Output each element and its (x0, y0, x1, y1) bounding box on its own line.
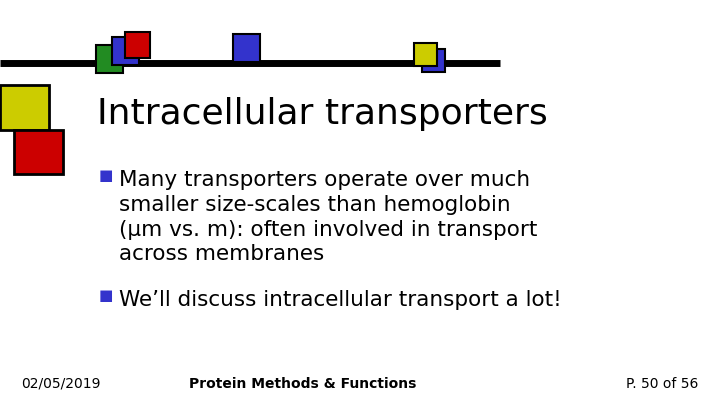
Text: ■: ■ (99, 168, 113, 183)
Bar (14, 130, 63, 174)
Bar (414, 43, 437, 66)
Text: 02/05/2019: 02/05/2019 (22, 377, 101, 391)
Bar (422, 49, 445, 72)
Bar (125, 32, 150, 58)
Text: We’ll discuss intracellular transport a lot!: We’ll discuss intracellular transport a … (119, 290, 562, 309)
Text: ■: ■ (99, 288, 113, 303)
Text: Intracellular transporters: Intracellular transporters (97, 97, 548, 131)
Bar (112, 37, 139, 65)
Bar (0, 85, 49, 130)
Text: Protein Methods & Functions: Protein Methods & Functions (189, 377, 416, 391)
Bar (96, 45, 123, 73)
Text: P. 50 of 56: P. 50 of 56 (626, 377, 698, 391)
Bar (233, 34, 260, 62)
Text: Many transporters operate over much
smaller size-scales than hemoglobin
(μm vs. : Many transporters operate over much smal… (119, 170, 537, 264)
